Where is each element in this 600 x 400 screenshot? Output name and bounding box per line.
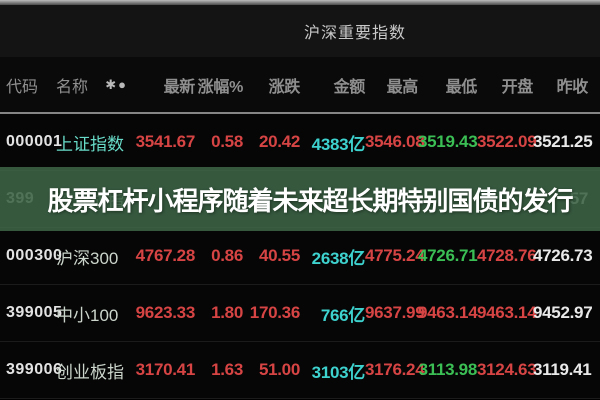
low-price: 3113.98 [418,360,478,379]
open-price: 9463.14 [477,303,537,322]
turnover: 766亿 [320,305,365,325]
table-header-row: 代码 名称 ✱● 最新 涨幅% 涨跌 金额 最高 最低 开盘 昨收 [0,57,600,114]
stock-code: 399005 [6,304,63,321]
price-change: 170.36 [249,303,301,322]
price-change: 40.55 [258,246,300,265]
stock-name: 上证指数 [56,134,124,154]
stock-code: 000001 [6,133,63,150]
last-price: 4767.28 [135,246,196,265]
high-price: 3176.24 [365,360,425,379]
low-price: 4726.71 [418,246,478,265]
title-bar: 沪深重要指数 [0,5,600,57]
header-code[interactable]: 代码 [6,78,39,96]
stock-name: 沪深300 [56,248,119,268]
high-price: 4775.24 [365,246,425,265]
header-name-cell[interactable]: 名称 ✱● [56,73,128,97]
open-price: 3522.09 [477,132,537,151]
star-dot-icon[interactable]: ✱● [105,76,128,92]
prev-close: 3119.41 [533,360,592,379]
table-row-hs300[interactable]: 000300 沪深300 4767.28 0.86 40.55 2638亿 47… [0,228,600,285]
pct-change: 1.80 [211,303,243,322]
high-price: 9637.99 [365,303,425,322]
header-high[interactable]: 最高 [386,78,419,96]
turnover: 2638亿 [311,248,366,268]
turnover: 4383亿 [311,134,366,154]
price-change: 51.00 [258,360,300,379]
stock-name: 创业板指 [56,362,124,382]
window-top-edge [0,0,600,5]
pct-change: 0.86 [211,246,243,265]
table-row-sh-index[interactable]: 000001 上证指数 3541.67 0.58 20.42 4383亿 354… [0,114,600,171]
header-amt[interactable]: 金额 [333,78,366,96]
header-name-label: 名称 [56,78,89,96]
prev-close: 9452.97 [533,303,593,322]
prev-close: 4726.73 [533,246,593,265]
header-pct[interactable]: 涨幅% [197,78,244,96]
prev-close: 3521.25 [533,132,593,151]
table-row-zx100[interactable]: 399005 中小100 9623.33 1.80 170.36 766亿 96… [0,285,600,342]
header-open[interactable]: 开盘 [501,78,534,96]
pct-change: 0.58 [211,132,243,151]
ad-banner-overlay[interactable]: 股票杠杆小程序随着未来超长期特别国债的发行 [0,167,600,231]
stock-name: 中小100 [56,305,119,325]
last-price: 3541.67 [135,132,196,151]
low-price: 3519.43 [418,132,478,151]
last-price: 9623.33 [135,303,196,322]
turnover: 3103亿 [311,362,366,382]
header-low[interactable]: 最低 [445,78,478,96]
price-change: 20.42 [258,132,300,151]
pct-change: 1.63 [211,360,243,379]
open-price: 4728.76 [477,246,537,265]
last-price: 3170.41 [135,360,196,379]
stock-code: 000300 [6,247,63,264]
header-chg[interactable]: 涨跌 [268,78,301,96]
ad-banner-text: 股票杠杆小程序随着未来超长期特别国债的发行 [47,185,573,216]
header-last[interactable]: 最新 [163,78,196,96]
open-price: 3124.63 [477,360,537,379]
stock-code: 399006 [6,361,63,378]
low-price: 9463.14 [418,303,478,322]
table-row-cyb[interactable]: 399006 创业板指 3170.41 1.63 51.00 3103亿 317… [0,342,600,399]
header-prev[interactable]: 昨收 [556,78,589,96]
high-price: 3546.08 [365,132,425,151]
page-title: 沪深重要指数 [303,25,406,42]
